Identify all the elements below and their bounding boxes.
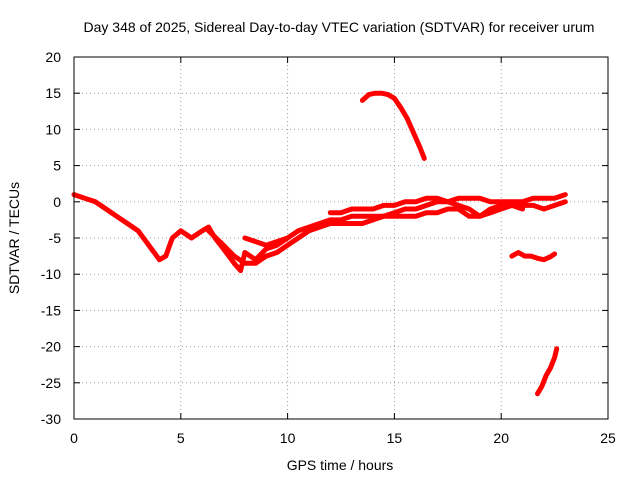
y-tick-label: -25: [41, 375, 61, 391]
chart-title: Day 348 of 2025, Sidereal Day-to-day VTE…: [84, 19, 595, 35]
series-line-trace-1: [71, 192, 291, 274]
y-tick-label: 15: [45, 85, 61, 101]
x-tick-label: 5: [177, 430, 185, 446]
x-axis-label: GPS time / hours: [287, 457, 394, 473]
y-tick-label: -30: [41, 411, 61, 427]
y-axis-label: SDTVAR / TECUs: [6, 182, 22, 294]
y-tick-label: 5: [53, 158, 61, 174]
data-series: [71, 90, 568, 397]
y-tick-labels: -30 -25 -20 -15 -10 -5 0 5 10 15 20: [41, 49, 61, 427]
grid-lines: [74, 57, 608, 419]
y-tick-label: 0: [53, 194, 61, 210]
y-tick-label: -5: [49, 230, 62, 246]
x-tick-label: 15: [387, 430, 403, 446]
x-tick-label: 25: [600, 430, 616, 446]
series-line-trace-5: [359, 90, 427, 161]
x-tick-labels: 0 5 10 15 20 25: [70, 430, 616, 446]
y-tick-label: 20: [45, 49, 61, 65]
plot-frame: [73, 56, 609, 420]
y-tick-label: -20: [41, 339, 61, 355]
y-tick-label: 10: [45, 121, 61, 137]
y-tick-label: -10: [41, 266, 61, 282]
series-line-trace-7: [535, 346, 560, 397]
x-tick-label: 0: [70, 430, 78, 446]
axis-ticks: [73, 56, 609, 420]
y-tick-label: -15: [41, 302, 61, 318]
series-line-trace-3: [242, 202, 526, 248]
x-tick-label: 10: [280, 430, 296, 446]
series-line-trace-4: [327, 195, 568, 219]
x-tick-label: 20: [493, 430, 509, 446]
series-line-trace-6: [509, 250, 558, 263]
